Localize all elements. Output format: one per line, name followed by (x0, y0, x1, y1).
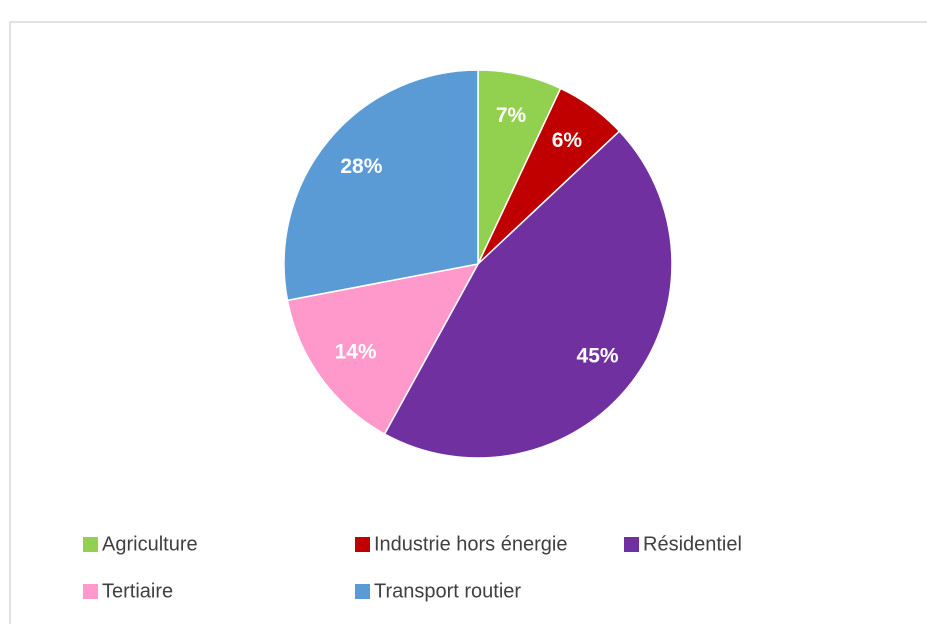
slice-label: 14% (335, 340, 377, 363)
legend-label: Transport routier (374, 580, 521, 602)
legend-swatch (83, 584, 98, 599)
legend-label: Industrie hors énergie (374, 533, 567, 555)
pie-slice (286, 262, 480, 436)
pie-slice (283, 69, 479, 302)
legend-label: Tertiaire (102, 580, 173, 602)
slice-label: 6% (552, 129, 583, 152)
slice-label: 28% (340, 155, 382, 178)
legend-swatch (83, 537, 98, 552)
legend-swatch (624, 537, 639, 552)
slice-label: 7% (496, 104, 527, 127)
legend-swatch (355, 584, 370, 599)
legend-label: Agriculture (102, 533, 198, 555)
legend-label: Résidentiel (643, 533, 742, 555)
legend-swatch (355, 537, 370, 552)
pie-slice (383, 130, 673, 459)
slice-label: 45% (577, 344, 619, 367)
